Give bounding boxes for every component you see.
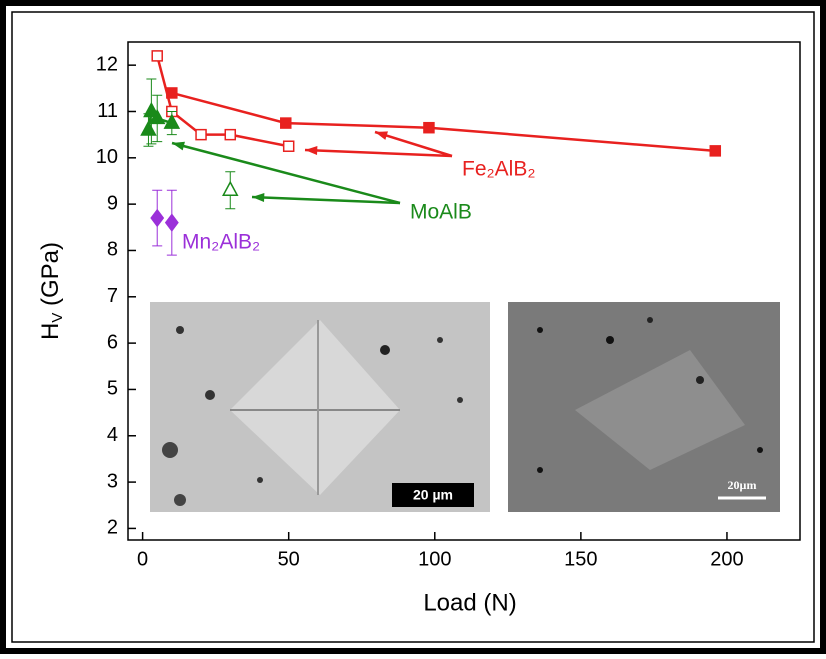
x-tick-label: 0 xyxy=(137,548,148,570)
x-tick-label: 50 xyxy=(278,548,300,570)
data-point xyxy=(284,141,294,151)
x-tick-label: 200 xyxy=(710,548,743,570)
y-tick-label: 2 xyxy=(107,517,118,539)
y-tick-label: 11 xyxy=(97,100,118,122)
y-tick-label: 3 xyxy=(107,470,118,492)
y-tick-label: 4 xyxy=(107,424,118,446)
inset-left xyxy=(150,302,490,512)
scale-bar-label: 20µm xyxy=(728,478,757,492)
y-label-sub: V xyxy=(49,313,66,323)
data-point xyxy=(152,51,162,61)
data-point xyxy=(196,130,206,140)
y-tick-label: 6 xyxy=(107,331,118,353)
x-tick-label: 100 xyxy=(418,548,451,570)
series-label: Fe₂AlB₂ xyxy=(462,158,536,181)
data-point xyxy=(710,146,720,156)
x-tick-label: 150 xyxy=(564,548,597,570)
y-label-main: H xyxy=(37,323,64,340)
data-point xyxy=(424,123,434,133)
y-label-rest: (GPa) xyxy=(37,242,64,313)
y-tick-label: 5 xyxy=(107,378,118,400)
x-axis-label: Load (N) xyxy=(423,589,516,616)
series-label: Mn₂AlB₂ xyxy=(182,231,260,254)
series-label: MoAlB xyxy=(410,201,472,224)
y-tick-label: 7 xyxy=(107,285,118,307)
scale-bar-label: 20 µm xyxy=(413,487,453,503)
figure: 20 µm 20µm Load (N) HV (GPa) 0 50 100 150 20… xyxy=(0,0,826,654)
data-point xyxy=(225,130,235,140)
y-tick-label: 12 xyxy=(96,53,118,75)
y-tick-label: 10 xyxy=(96,146,118,168)
y-tick-label: 9 xyxy=(107,192,118,214)
data-point xyxy=(281,118,291,128)
y-tick-label: 8 xyxy=(107,239,118,261)
y-axis-label: HV (GPa) xyxy=(37,242,66,340)
